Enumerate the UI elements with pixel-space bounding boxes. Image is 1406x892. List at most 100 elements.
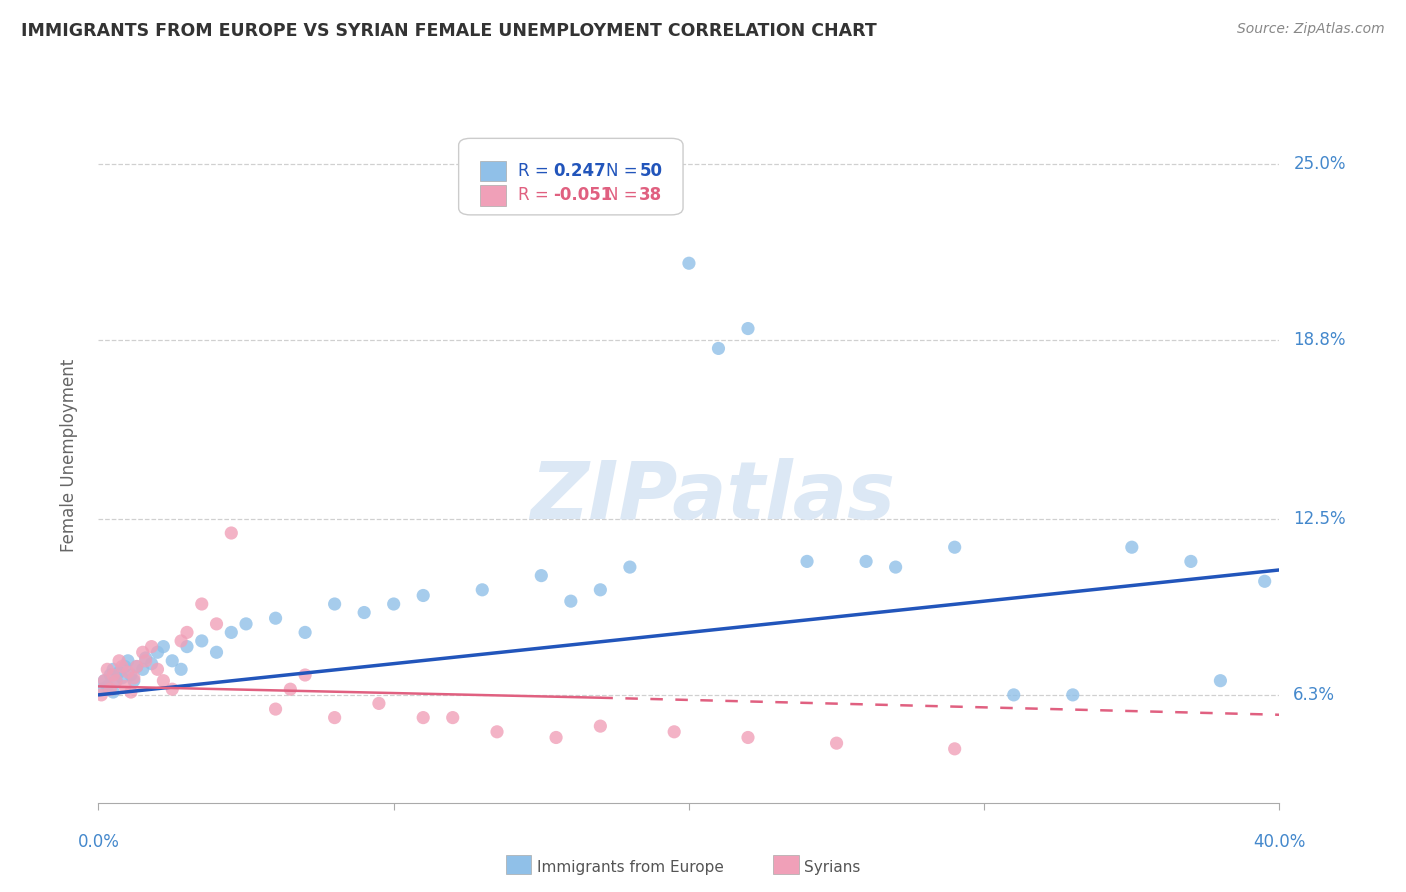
Point [589,582,612,597]
Point [1002,688,1025,702]
Point [152,673,174,688]
Text: Syrians: Syrians [804,860,860,874]
Point [943,742,966,756]
Text: -0.051: -0.051 [553,186,613,204]
Text: R =: R = [517,186,554,204]
Point [170,634,193,648]
Point [122,671,145,685]
Point [589,719,612,733]
Point [323,710,346,724]
Point [117,665,139,680]
Point [135,651,157,665]
Point [90,688,112,702]
Point [264,611,287,625]
Point [205,616,228,631]
Point [353,606,375,620]
Point [678,256,700,270]
Point [707,342,730,356]
Point [825,736,848,750]
Text: 12.5%: 12.5% [1294,510,1346,528]
Point [162,682,183,697]
Point [146,645,169,659]
Point [737,321,759,335]
Point [294,625,316,640]
Point [122,673,145,688]
Point [382,597,405,611]
Text: 6.3%: 6.3% [1294,686,1336,704]
Point [176,640,198,654]
Text: 38: 38 [640,186,662,204]
Point [132,645,155,659]
Point [471,582,494,597]
Point [120,685,142,699]
Point [114,679,136,693]
Point [219,625,242,640]
Point [368,697,391,711]
Point [111,659,134,673]
Point [135,654,157,668]
Point [141,640,163,654]
Point [103,662,125,676]
Text: N =: N = [606,186,643,204]
Point [191,634,214,648]
Point [93,673,115,688]
Point [98,682,121,697]
Point [111,671,134,685]
Text: N =: N = [606,162,643,180]
Point [120,668,142,682]
Point [737,731,759,745]
Point [205,645,228,659]
Point [544,731,567,745]
Y-axis label: Female Unemployment: Female Unemployment [59,359,77,551]
Point [191,597,214,611]
Point [141,657,163,671]
Point [132,662,155,676]
Point [1254,574,1277,589]
Point [96,662,118,676]
Point [125,659,148,673]
Point [108,654,131,668]
Text: 0.247: 0.247 [553,162,606,180]
Point [796,554,818,568]
Point [108,665,131,680]
Point [278,682,302,697]
FancyBboxPatch shape [479,185,506,206]
Point [943,540,966,554]
Text: 40.0%: 40.0% [1253,833,1306,851]
Text: 18.8%: 18.8% [1294,331,1346,349]
Point [441,710,464,724]
Point [1180,554,1202,568]
FancyBboxPatch shape [458,138,683,215]
Text: 50: 50 [640,162,662,180]
Text: Source: ZipAtlas.com: Source: ZipAtlas.com [1237,22,1385,37]
Point [1062,688,1084,702]
Point [530,568,553,582]
Point [323,597,346,611]
Point [294,668,316,682]
Point [103,668,125,682]
Point [162,654,183,668]
Point [219,526,242,541]
Point [152,640,174,654]
Point [412,589,434,603]
Point [1121,540,1143,554]
Point [412,710,434,724]
Point [664,724,686,739]
Point [93,673,115,688]
Point [117,654,139,668]
Text: 25.0%: 25.0% [1294,155,1346,173]
Point [105,673,128,688]
Point [114,659,136,673]
Point [560,594,582,608]
Point [1209,673,1232,688]
Point [90,682,112,697]
Point [98,668,121,682]
Point [264,702,287,716]
Text: Immigrants from Europe: Immigrants from Europe [537,860,724,874]
Point [170,662,193,676]
Point [176,625,198,640]
Point [855,554,877,568]
Text: ZIPatlas: ZIPatlas [530,458,896,536]
Point [146,662,169,676]
Text: R =: R = [517,162,554,180]
